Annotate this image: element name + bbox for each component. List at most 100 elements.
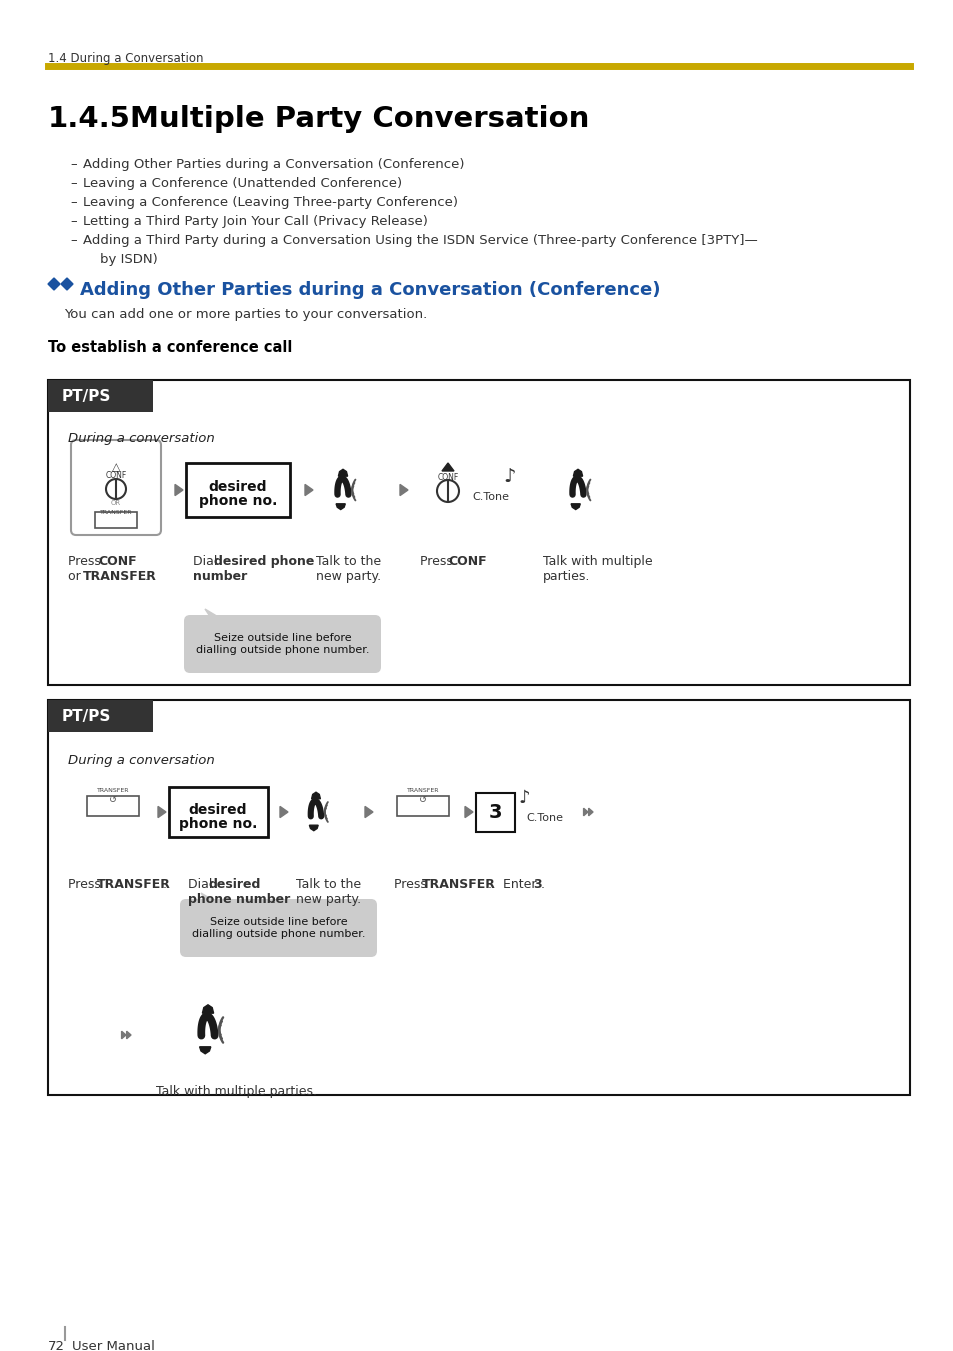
Text: desired: desired [189, 802, 247, 817]
FancyBboxPatch shape [186, 463, 290, 517]
Text: desired: desired [209, 878, 261, 892]
Polygon shape [338, 469, 347, 476]
Text: .: . [240, 570, 244, 584]
Polygon shape [365, 807, 373, 817]
Polygon shape [399, 485, 408, 496]
Polygon shape [571, 504, 579, 509]
Text: Talk with multiple parties.: Talk with multiple parties. [156, 1085, 316, 1098]
Text: Adding a Third Party during a Conversation Using the ISDN Service (Three-party C: Adding a Third Party during a Conversati… [83, 234, 757, 247]
Text: –: – [70, 196, 76, 209]
Text: During a conversation: During a conversation [68, 754, 214, 767]
Text: Talk with multiple: Talk with multiple [542, 555, 652, 567]
Text: Leaving a Conference (Unattended Conference): Leaving a Conference (Unattended Confere… [83, 177, 402, 190]
Polygon shape [583, 808, 587, 816]
Text: TRANSFER: TRANSFER [97, 878, 171, 892]
Text: PT/PS: PT/PS [62, 389, 112, 404]
Text: ♪: ♪ [517, 789, 529, 807]
FancyBboxPatch shape [476, 793, 515, 832]
Text: .: . [477, 555, 481, 567]
Polygon shape [158, 807, 166, 817]
Text: .: . [272, 893, 275, 907]
Text: △: △ [112, 462, 120, 471]
Text: Press: Press [394, 878, 431, 892]
Text: TRANSFER: TRANSFER [83, 570, 156, 584]
Text: CONF: CONF [448, 555, 486, 567]
Text: .: . [145, 570, 149, 584]
FancyBboxPatch shape [48, 700, 909, 1096]
Text: ↺: ↺ [109, 794, 117, 805]
Polygon shape [305, 485, 313, 496]
Polygon shape [61, 278, 73, 290]
Polygon shape [335, 504, 345, 509]
Text: –: – [70, 234, 76, 247]
Text: desired phone: desired phone [213, 555, 314, 567]
Polygon shape [588, 808, 593, 816]
Text: C.Tone: C.Tone [472, 492, 509, 503]
Text: Letting a Third Party Join Your Call (Privacy Release): Letting a Third Party Join Your Call (Pr… [83, 215, 428, 228]
Text: Press: Press [68, 555, 105, 567]
Text: –: – [70, 177, 76, 190]
Polygon shape [441, 463, 454, 471]
Text: –: – [70, 215, 76, 228]
Text: number: number [193, 570, 247, 584]
Text: User Manual: User Manual [71, 1340, 154, 1351]
Text: PT/PS: PT/PS [62, 708, 112, 724]
Text: TRANSFER: TRANSFER [100, 511, 132, 516]
Text: phone no.: phone no. [178, 817, 257, 831]
Text: CONF: CONF [436, 473, 458, 481]
Text: 3: 3 [533, 878, 541, 892]
FancyBboxPatch shape [95, 512, 137, 528]
Text: .: . [163, 878, 167, 892]
FancyBboxPatch shape [48, 700, 152, 732]
FancyBboxPatch shape [180, 898, 376, 957]
Polygon shape [174, 485, 183, 496]
Text: CONF: CONF [105, 470, 127, 480]
Text: CONF: CONF [98, 555, 136, 567]
Text: ↺: ↺ [418, 794, 427, 805]
FancyBboxPatch shape [396, 796, 449, 816]
Polygon shape [464, 807, 473, 817]
Polygon shape [205, 609, 225, 621]
Polygon shape [312, 792, 320, 798]
Text: TRANSFER: TRANSFER [96, 788, 129, 793]
Text: OR: OR [111, 500, 121, 507]
Polygon shape [309, 825, 318, 831]
Polygon shape [48, 278, 60, 290]
Text: Talk to the: Talk to the [295, 878, 361, 892]
Text: 72: 72 [48, 1340, 65, 1351]
Text: You can add one or more parties to your conversation.: You can add one or more parties to your … [64, 308, 427, 322]
FancyBboxPatch shape [169, 788, 268, 838]
Polygon shape [199, 1047, 211, 1054]
Text: Enter: Enter [502, 878, 540, 892]
Text: Adding Other Parties during a Conversation (Conference): Adding Other Parties during a Conversati… [83, 158, 464, 172]
Text: 1.4.5: 1.4.5 [48, 105, 131, 132]
Text: Talk to the: Talk to the [315, 555, 381, 567]
FancyBboxPatch shape [184, 615, 380, 673]
Text: 3: 3 [488, 802, 501, 821]
Text: Adding Other Parties during a Conversation (Conference): Adding Other Parties during a Conversati… [80, 281, 659, 299]
Polygon shape [121, 1031, 126, 1039]
FancyBboxPatch shape [48, 380, 909, 685]
Text: new party.: new party. [315, 570, 381, 584]
FancyBboxPatch shape [87, 796, 139, 816]
Text: .: . [540, 878, 544, 892]
Text: Press: Press [419, 555, 456, 567]
Text: parties.: parties. [542, 570, 590, 584]
Text: C.Tone: C.Tone [526, 813, 563, 823]
Text: Dial: Dial [193, 555, 221, 567]
Text: Multiple Party Conversation: Multiple Party Conversation [130, 105, 589, 132]
Polygon shape [202, 1005, 213, 1013]
Polygon shape [127, 1031, 131, 1039]
FancyBboxPatch shape [48, 380, 152, 412]
Text: new party.: new party. [295, 893, 361, 907]
Text: 1.4 During a Conversation: 1.4 During a Conversation [48, 51, 203, 65]
Text: –: – [70, 158, 76, 172]
Text: TRANSFER: TRANSFER [421, 878, 496, 892]
Text: desired: desired [209, 480, 267, 494]
Text: by ISDN): by ISDN) [83, 253, 157, 266]
Text: To establish a conference call: To establish a conference call [48, 340, 292, 355]
Text: Seize outside line before
dialling outside phone number.: Seize outside line before dialling outsi… [195, 634, 369, 655]
Text: Leaving a Conference (Leaving Three-party Conference): Leaving a Conference (Leaving Three-part… [83, 196, 457, 209]
Text: .: . [488, 878, 492, 892]
Text: ♪: ♪ [503, 467, 516, 486]
